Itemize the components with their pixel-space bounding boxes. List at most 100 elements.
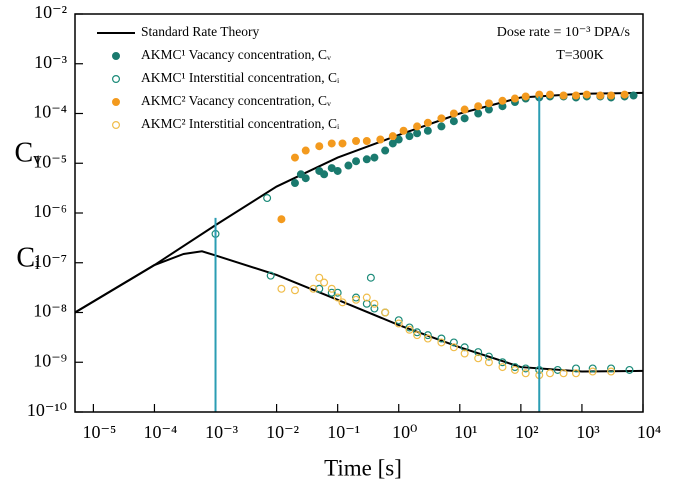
point xyxy=(449,338,458,347)
point xyxy=(413,331,422,340)
legend-label: AKMC¹ Interstitial concentration, Cᵢ xyxy=(141,70,340,85)
point xyxy=(388,132,397,141)
point xyxy=(399,126,408,135)
point xyxy=(474,102,483,111)
point xyxy=(423,334,432,343)
point xyxy=(460,114,469,123)
legend-swatch xyxy=(111,120,120,129)
point xyxy=(290,286,299,295)
point xyxy=(521,364,530,373)
legend-label: AKMC¹ Vacancy concentration, Cᵥ xyxy=(141,47,332,62)
point xyxy=(572,364,581,373)
point xyxy=(394,319,403,328)
point xyxy=(423,331,432,340)
plot-frame xyxy=(74,13,644,413)
y-tick-label: 10⁻¹⁰ xyxy=(27,400,67,420)
point xyxy=(474,109,483,118)
point xyxy=(620,90,629,99)
point xyxy=(344,161,353,170)
point xyxy=(405,323,414,332)
x-tick-label: 10⁰ xyxy=(392,422,417,442)
x-tick-label: 10⁻⁵ xyxy=(82,422,116,442)
y-tick-label: 10⁻⁹ xyxy=(33,350,67,370)
point xyxy=(484,352,493,361)
point xyxy=(423,118,432,127)
point xyxy=(596,91,605,100)
point xyxy=(381,308,390,317)
point xyxy=(333,166,342,175)
point xyxy=(366,273,375,282)
x-tick-label: 10¹ xyxy=(454,422,477,442)
x-tick-label: 10³ xyxy=(576,422,600,442)
point xyxy=(315,142,324,151)
point xyxy=(338,139,347,148)
point xyxy=(521,92,530,101)
point xyxy=(362,155,371,164)
point xyxy=(290,153,299,162)
point xyxy=(266,271,275,280)
legend-label: AKMC² Vacancy concentration, Cᵥ xyxy=(141,93,332,108)
point xyxy=(546,369,555,378)
point xyxy=(484,99,493,108)
point xyxy=(629,91,638,100)
x-tick-label: 10⁻³ xyxy=(205,422,239,442)
point xyxy=(572,369,581,378)
y-tick-label: 10⁻⁴ xyxy=(33,102,67,122)
point xyxy=(413,122,422,131)
point xyxy=(460,349,469,358)
point xyxy=(437,338,446,347)
point xyxy=(362,293,371,302)
y-tick-label: 10⁻³ xyxy=(34,52,68,72)
x-tick-label: 10⁻⁴ xyxy=(144,422,178,442)
point xyxy=(510,365,519,374)
point xyxy=(625,365,634,374)
y-tick-label: 10⁻⁷ xyxy=(33,251,67,271)
point xyxy=(263,194,272,203)
point xyxy=(405,325,414,334)
point xyxy=(327,139,336,148)
point xyxy=(588,364,597,373)
point xyxy=(449,343,458,352)
point xyxy=(510,94,519,103)
point xyxy=(607,91,616,100)
point xyxy=(370,153,379,162)
legend-swatch xyxy=(111,74,120,83)
annotation: Dose rate = 10⁻³ DPA/s xyxy=(497,25,630,40)
point xyxy=(301,146,310,155)
point xyxy=(370,304,379,313)
point xyxy=(484,358,493,367)
point xyxy=(320,170,329,179)
point xyxy=(327,284,336,293)
point xyxy=(413,328,422,337)
point xyxy=(394,135,403,144)
point xyxy=(572,91,581,100)
y-tick-label: 10⁻⁵ xyxy=(33,151,67,171)
point xyxy=(521,369,530,378)
point xyxy=(437,122,446,131)
point xyxy=(559,91,568,100)
point xyxy=(315,273,324,282)
y-tick-label: 10⁻⁶ xyxy=(33,201,67,221)
x-tick-label: 10² xyxy=(515,422,538,442)
x-tick-label: 10⁻² xyxy=(266,422,299,442)
point xyxy=(437,334,446,343)
y-tick-label: 10⁻² xyxy=(34,2,67,22)
point xyxy=(320,278,329,287)
point xyxy=(338,298,347,307)
point xyxy=(362,137,371,146)
x-tick-label: 10⁻¹ xyxy=(327,422,360,442)
point xyxy=(352,293,361,302)
point xyxy=(333,288,342,297)
point xyxy=(498,358,507,367)
point xyxy=(437,114,446,123)
point xyxy=(352,137,361,146)
point xyxy=(559,369,568,378)
point xyxy=(352,295,361,304)
point xyxy=(352,157,361,166)
point xyxy=(405,132,414,141)
point xyxy=(553,365,562,374)
point xyxy=(449,117,458,126)
point xyxy=(449,109,458,118)
point xyxy=(290,179,299,188)
